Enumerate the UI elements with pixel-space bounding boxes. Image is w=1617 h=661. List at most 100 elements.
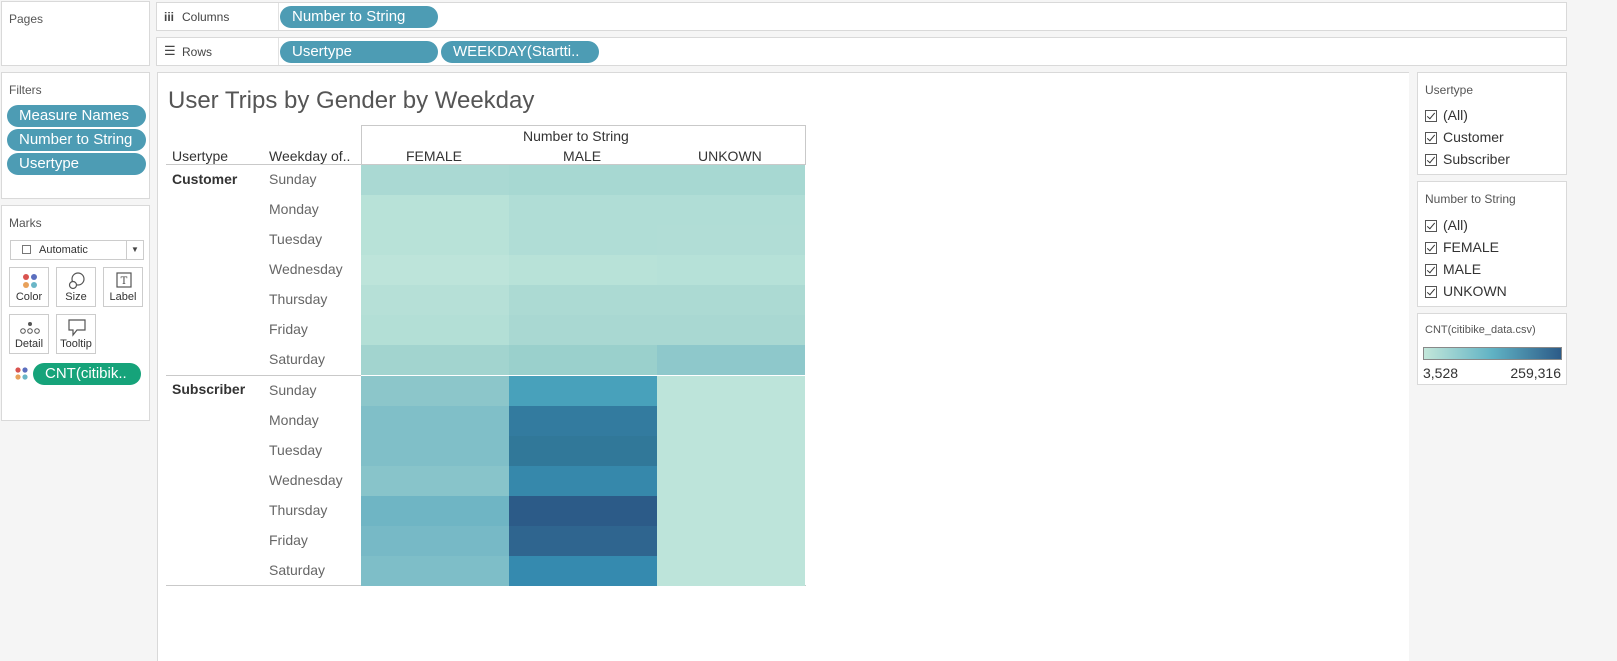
heatmap-cell[interactable] <box>361 225 509 255</box>
row-header-usertype: Usertype <box>172 148 229 164</box>
heatmap-cell[interactable] <box>509 556 657 586</box>
heatmap-cell[interactable] <box>361 195 509 225</box>
rows-icon: ☰ <box>164 43 176 58</box>
worksheet-view[interactable]: User Trips by Gender by Weekday Number t… <box>157 72 1409 661</box>
color-icon <box>23 274 37 288</box>
color-field-icon <box>15 367 28 380</box>
marks-title: Marks <box>9 216 42 230</box>
heatmap-cell[interactable] <box>657 195 805 225</box>
usertype-option-subscriber[interactable]: Subscriber <box>1425 151 1565 171</box>
size-card[interactable]: Size <box>56 267 96 307</box>
heatmap-cell[interactable] <box>361 556 509 586</box>
row-label-subscriber-thursday: Thursday <box>269 502 328 518</box>
heatmap-cell[interactable] <box>361 496 509 526</box>
group-label-subscriber: Subscriber <box>172 381 246 397</box>
rows-pill-usertype[interactable]: Usertype <box>280 41 438 63</box>
heatmap-cell[interactable] <box>509 225 657 255</box>
rows-shelf[interactable]: ☰ Rows Usertype WEEKDAY(Startti.. <box>156 37 1567 66</box>
color-legend-card[interactable]: CNT(citibike_data.csv) 3,528 259,316 <box>1417 313 1567 385</box>
columns-pill-number-to-string[interactable]: Number to String <box>280 6 438 28</box>
heatmap-cell[interactable] <box>509 315 657 345</box>
heatmap-cell[interactable] <box>361 436 509 466</box>
filter-pill-usertype[interactable]: Usertype <box>7 153 146 175</box>
row-label-subscriber-saturday: Saturday <box>269 562 326 578</box>
checkbox-checked-icon[interactable] <box>1425 220 1437 232</box>
columns-shelf[interactable]: iii Columns Number to String <box>156 2 1567 31</box>
row-header-weekday: Weekday of.. <box>269 148 351 164</box>
checkbox-checked-icon[interactable] <box>1425 286 1437 298</box>
number-option-all[interactable]: (All) <box>1425 217 1565 237</box>
heatmap-cell[interactable] <box>657 255 805 285</box>
heatmap-cell[interactable] <box>657 436 805 466</box>
detail-card[interactable]: Detail <box>9 314 49 354</box>
size-card-label: Size <box>65 291 87 303</box>
heatmap-cell[interactable] <box>657 315 805 345</box>
checkbox-checked-icon[interactable] <box>1425 264 1437 276</box>
heatmap-cell[interactable] <box>361 376 509 406</box>
columns-label: Columns <box>182 10 230 24</box>
usertype-option-all[interactable]: (All) <box>1425 107 1565 127</box>
heatmap-cell[interactable] <box>657 225 805 255</box>
heatmap-cell[interactable] <box>361 255 509 285</box>
marks-field-pill-cnt[interactable]: CNT(citibik.. <box>33 363 141 385</box>
heatmap-cell[interactable] <box>361 165 509 195</box>
heatmap-cell[interactable] <box>509 345 657 375</box>
color-legend-max: 259,316 <box>1510 365 1561 381</box>
checkbox-checked-icon[interactable] <box>1425 242 1437 254</box>
checkbox-checked-icon[interactable] <box>1425 110 1437 122</box>
heatmap-cell[interactable] <box>657 165 805 195</box>
heatmap-cell[interactable] <box>509 406 657 436</box>
color-card-label: Color <box>15 291 43 303</box>
heatmap-cell[interactable] <box>361 285 509 315</box>
heatmap-cell[interactable] <box>657 466 805 496</box>
heatmap-cell[interactable] <box>657 345 805 375</box>
heatmap-cell[interactable] <box>361 315 509 345</box>
filters-panel[interactable]: Filters Measure Names Number to String U… <box>1 72 150 199</box>
heatmap-cell[interactable] <box>361 345 509 375</box>
view-title: User Trips by Gender by Weekday <box>168 87 535 114</box>
heatmap-cell[interactable] <box>509 195 657 225</box>
heatmap-cell[interactable] <box>361 406 509 436</box>
heatmap-cell[interactable] <box>509 376 657 406</box>
number-option-male[interactable]: MALE <box>1425 261 1565 281</box>
tooltip-card[interactable]: Tooltip <box>56 314 96 354</box>
heatmap-cell[interactable] <box>657 526 805 556</box>
heatmap-cell[interactable] <box>657 496 805 526</box>
row-label-customer-thursday: Thursday <box>269 291 328 307</box>
heatmap-cell[interactable] <box>509 526 657 556</box>
filter-pill-measure-names[interactable]: Measure Names <box>7 105 146 127</box>
row-label-customer-tuesday: Tuesday <box>269 231 323 247</box>
marks-panel[interactable]: Marks Automatic ▼ Color Size T Label Det… <box>1 205 150 421</box>
row-label-subscriber-friday: Friday <box>269 532 308 548</box>
row-label-subscriber-wednesday: Wednesday <box>269 472 343 488</box>
heatmap-cell[interactable] <box>509 436 657 466</box>
checkbox-checked-icon[interactable] <box>1425 132 1437 144</box>
rows-pill-weekday[interactable]: WEEKDAY(Startti.. <box>441 41 599 63</box>
number-option-female[interactable]: FEMALE <box>1425 239 1565 259</box>
color-card[interactable]: Color <box>9 267 49 307</box>
row-label-subscriber-monday: Monday <box>269 412 319 428</box>
heatmap-cell[interactable] <box>509 255 657 285</box>
pages-title: Pages <box>9 12 44 26</box>
heatmap-cell[interactable] <box>361 526 509 556</box>
heatmap-cell[interactable] <box>509 466 657 496</box>
heatmap-cell[interactable] <box>657 406 805 436</box>
usertype-filter-card[interactable]: Usertype (All) Customer Subscriber <box>1417 72 1567 175</box>
heatmap-cell[interactable] <box>509 165 657 195</box>
checkbox-checked-icon[interactable] <box>1425 154 1437 166</box>
mark-type-icon <box>22 245 31 254</box>
heatmap-cell[interactable] <box>361 466 509 496</box>
heatmap-cell[interactable] <box>657 556 805 586</box>
usertype-option-customer[interactable]: Customer <box>1425 129 1565 149</box>
pages-panel[interactable]: Pages <box>1 1 150 66</box>
number-to-string-filter-card[interactable]: Number to String (All) FEMALE MALE UNKOW… <box>1417 181 1567 307</box>
heatmap-cell[interactable] <box>509 496 657 526</box>
heatmap-cell[interactable] <box>509 285 657 315</box>
mark-type-dropdown[interactable]: Automatic ▼ <box>10 240 144 260</box>
heatmap-cell[interactable] <box>657 376 805 406</box>
number-option-unkown[interactable]: UNKOWN <box>1425 283 1565 303</box>
label-card[interactable]: T Label <box>103 267 143 307</box>
color-legend-title: CNT(citibike_data.csv) <box>1425 324 1536 336</box>
heatmap-cell[interactable] <box>657 285 805 315</box>
filter-pill-number-to-string[interactable]: Number to String <box>7 129 146 151</box>
